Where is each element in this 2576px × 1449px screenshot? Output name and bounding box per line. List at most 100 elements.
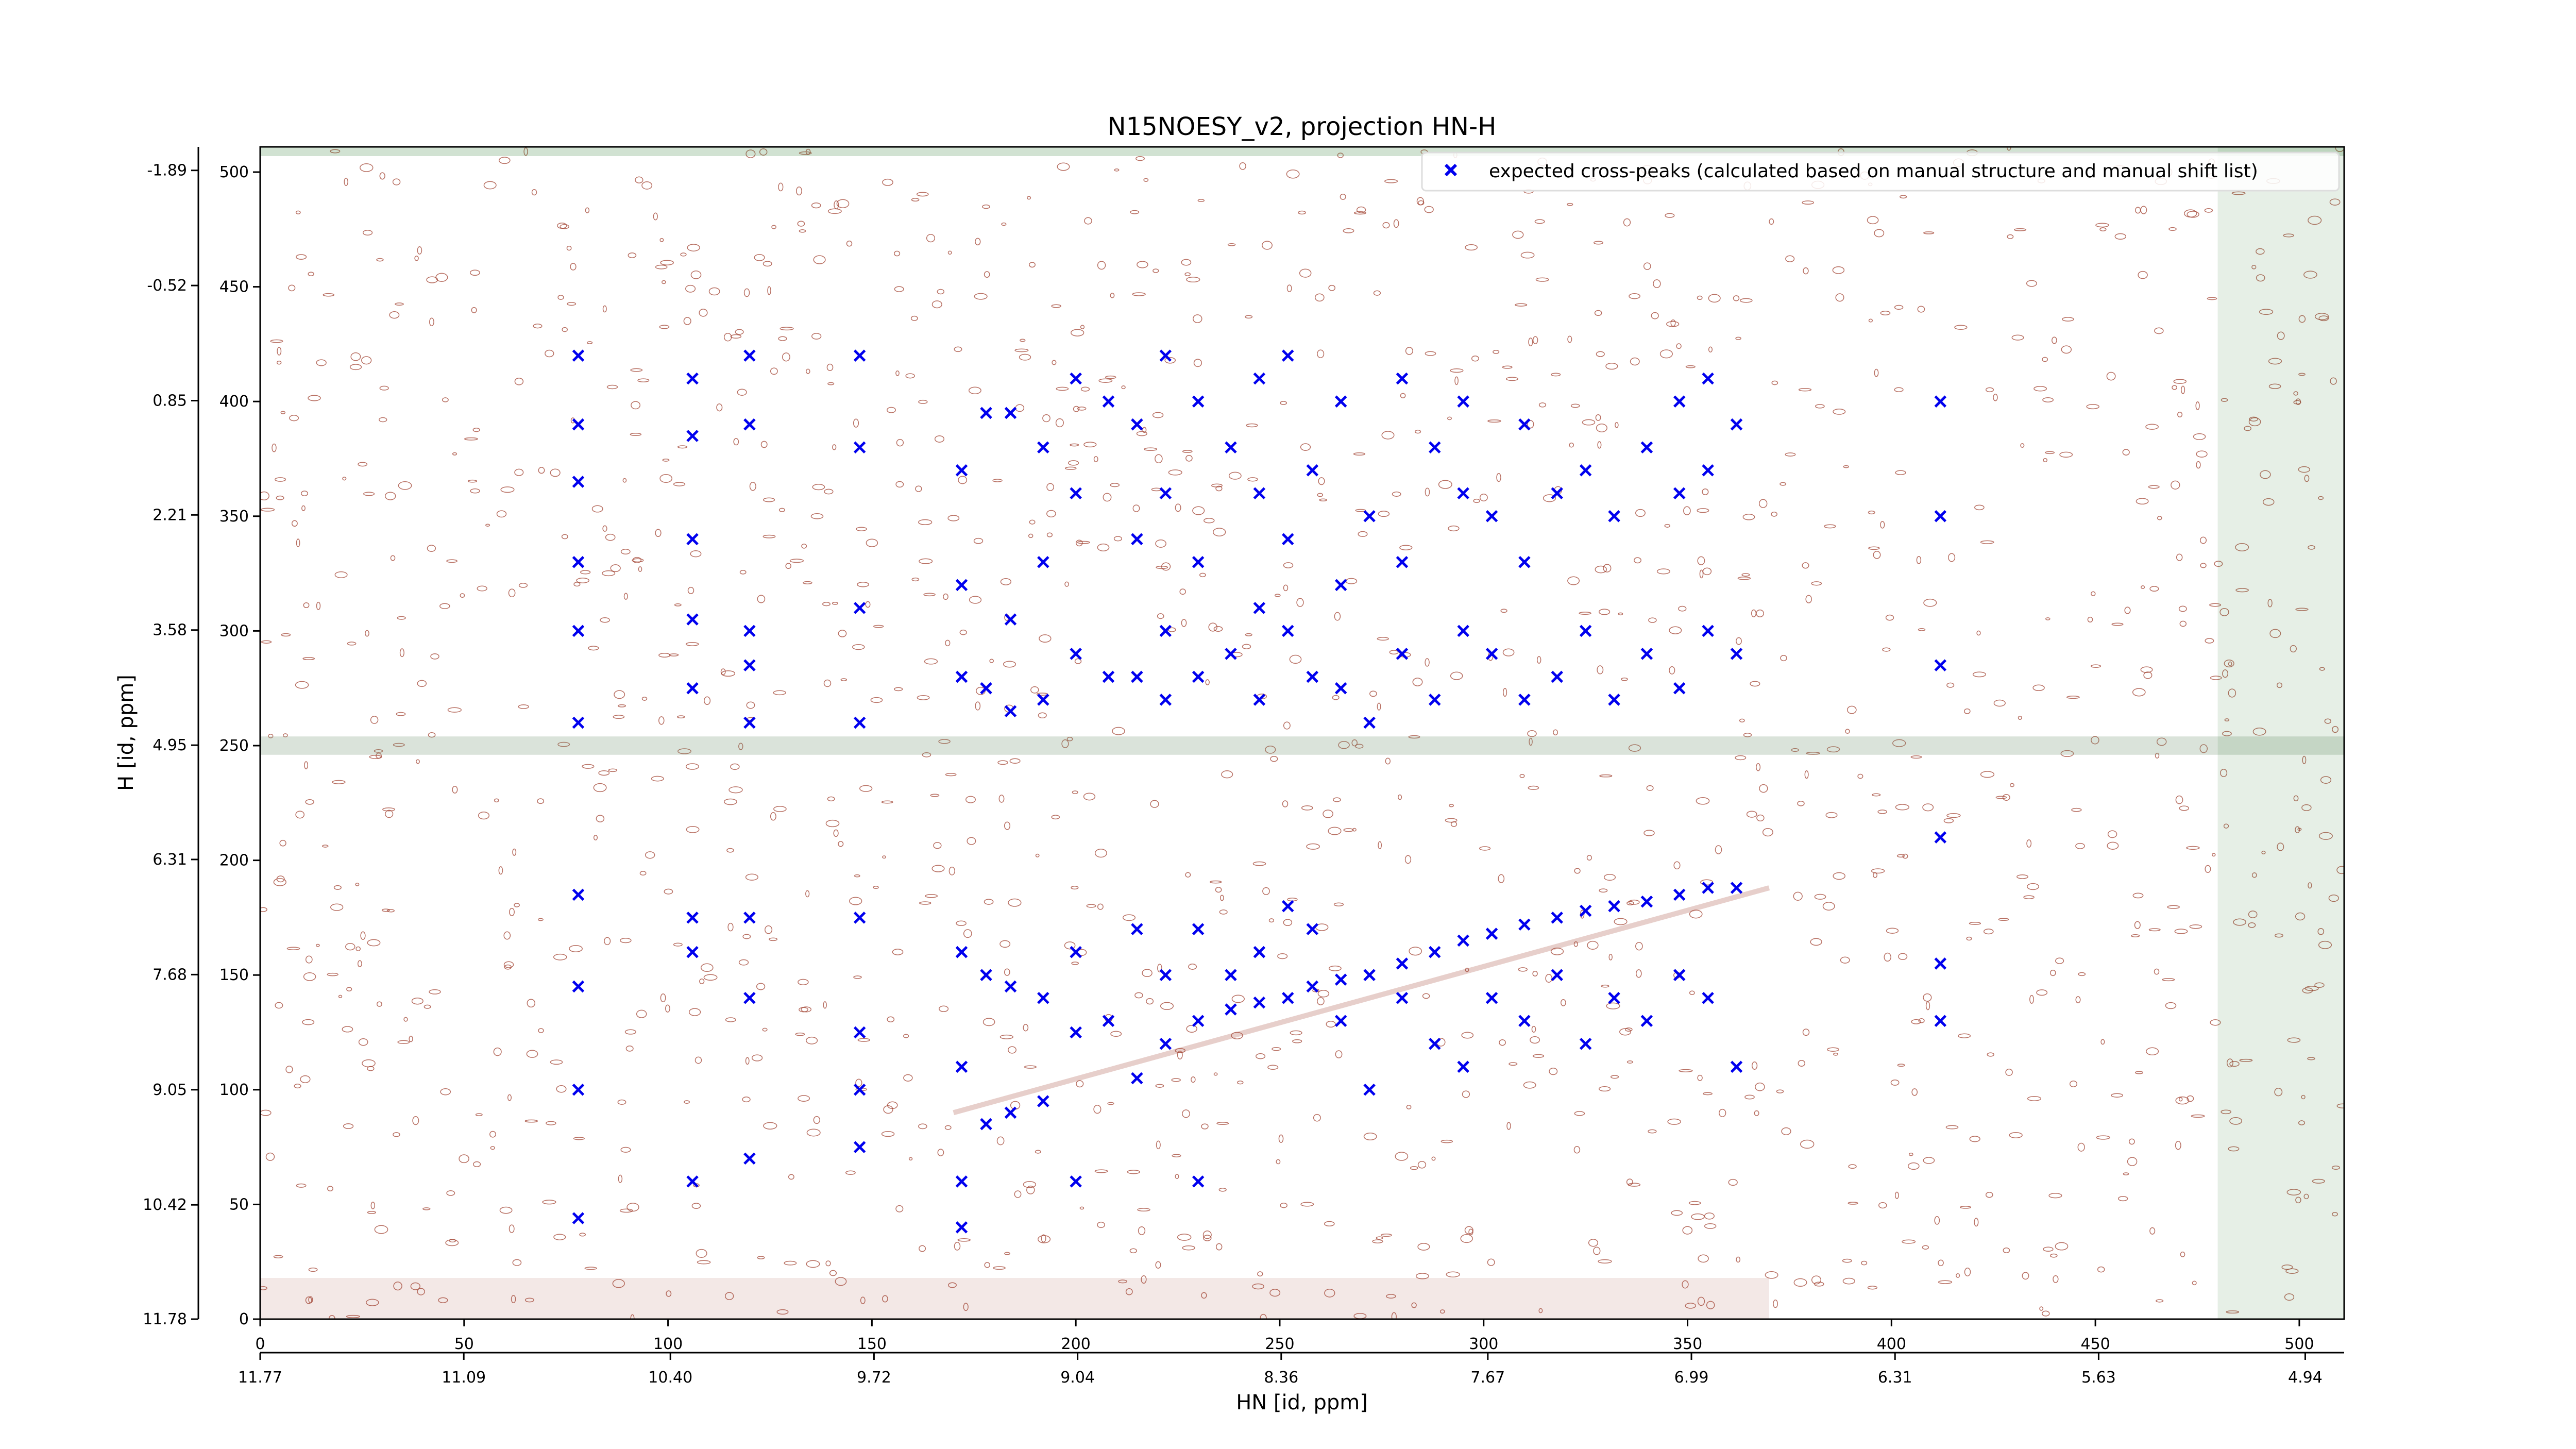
contour-blob — [1391, 1312, 1397, 1319]
contour-blob — [957, 1238, 971, 1242]
contour-blob — [561, 534, 568, 540]
contour-blob — [303, 602, 310, 609]
contour-blob — [1586, 855, 1592, 861]
contour-blob — [1351, 739, 1358, 747]
contour-blob — [1886, 928, 1899, 934]
contour-blob — [2196, 450, 2208, 458]
contour-blob — [1219, 895, 1224, 901]
contour-blob — [370, 716, 379, 724]
contour-blob — [1192, 506, 1205, 515]
contour-blob — [1868, 546, 1880, 550]
contour-blob — [2132, 688, 2146, 697]
contour-blob — [2134, 1071, 2144, 1074]
contour-blob — [1619, 1028, 1632, 1036]
contour-blob — [1848, 1202, 1858, 1205]
contour-blob — [2193, 433, 2206, 440]
contour-blob — [1068, 460, 1079, 466]
contour-blob — [2314, 313, 2329, 321]
contour-blob — [494, 798, 499, 803]
contour-blob — [586, 341, 593, 344]
contour-blob — [1735, 755, 1747, 761]
contour-blob — [922, 752, 931, 757]
contour-blob — [1127, 1170, 1140, 1174]
contour-blob — [1155, 539, 1166, 548]
contour-blob — [288, 284, 296, 292]
cross-peak-point — [1070, 487, 1082, 500]
contour-blob — [2293, 400, 2301, 405]
contour-blob — [725, 1292, 734, 1301]
contour-blob — [905, 373, 915, 379]
contour-blob — [1405, 347, 1413, 355]
contour-blob — [965, 796, 976, 803]
cross-peak-point — [1640, 441, 1653, 453]
contour-blob — [1014, 348, 1029, 352]
contour-blob — [1532, 1054, 1545, 1058]
contour-blob — [330, 903, 344, 911]
contour-blob — [473, 1161, 481, 1168]
contour-blob — [1052, 360, 1057, 365]
contour-blob — [762, 1027, 768, 1032]
contour-blob — [1105, 375, 1116, 379]
contour-blob — [1751, 1062, 1758, 1070]
contour-blob — [2298, 373, 2306, 376]
contour-blob — [1626, 1178, 1633, 1186]
cross-peak-point — [1673, 682, 1686, 695]
contour-blob — [963, 1303, 969, 1311]
contour-layer — [260, 147, 2344, 1319]
contour-blob — [1262, 241, 1273, 250]
cross-peak-point — [1640, 648, 1653, 660]
contour-blob — [1041, 1234, 1046, 1243]
contour-blob — [2228, 661, 2232, 666]
contour-blob — [452, 785, 458, 794]
contour-blob — [2049, 1253, 2058, 1258]
contour-blob — [2154, 327, 2164, 334]
contour-blob — [2274, 1088, 2283, 1097]
contour-blob — [1833, 1052, 1839, 1056]
cross-peak-point — [1428, 441, 1441, 453]
contour-blob — [779, 327, 794, 331]
contour-blob — [483, 181, 497, 190]
cross-peak-point — [1934, 659, 1947, 671]
contour-blob — [2318, 315, 2329, 322]
cross-peak-point — [1192, 670, 1205, 683]
cross-peak-point — [1396, 556, 1409, 568]
contour-blob — [617, 1099, 626, 1105]
contour-blob — [2140, 206, 2147, 214]
contour-blob — [937, 1149, 944, 1156]
contour-blob — [2221, 1109, 2232, 1115]
contour-blob — [393, 1132, 400, 1137]
contour-blob — [805, 890, 810, 898]
contour-blob — [2175, 1096, 2190, 1105]
contour-blob — [1793, 891, 1803, 901]
contour-blob — [1688, 1201, 1701, 1205]
cross-peak-point — [1518, 694, 1531, 706]
contour-blob — [1845, 729, 1850, 734]
contour-blob — [322, 845, 329, 848]
contour-blob — [2207, 297, 2217, 300]
contour-blob — [1086, 904, 1096, 908]
contour-blob — [1175, 1048, 1186, 1053]
cross-peak-point — [1070, 372, 1082, 385]
contour-blob — [624, 1029, 637, 1035]
contour-blob — [620, 1147, 631, 1153]
contour-blob — [1392, 491, 1401, 497]
contour-blob — [1110, 483, 1120, 487]
contour-blob — [1811, 581, 1822, 586]
contour-blob — [327, 1186, 333, 1192]
contour-blob — [1666, 321, 1680, 327]
contour-blob — [1093, 456, 1098, 463]
contour-blob — [694, 1056, 702, 1064]
cross-peak-point — [1004, 705, 1017, 717]
contour-blob — [812, 483, 825, 491]
cross-peak-point — [743, 912, 756, 924]
contour-blob — [1943, 818, 1954, 823]
contour-blob — [550, 1059, 563, 1065]
contour-blob — [2023, 895, 2035, 900]
contour-blob — [1780, 655, 1787, 662]
contour-blob — [304, 761, 309, 769]
cross-peak-point — [1730, 418, 1743, 431]
contour-blob — [1185, 454, 1193, 462]
cross-peak-point — [1070, 1026, 1082, 1039]
contour-blob — [2233, 918, 2246, 926]
contour-blob — [1450, 821, 1458, 827]
